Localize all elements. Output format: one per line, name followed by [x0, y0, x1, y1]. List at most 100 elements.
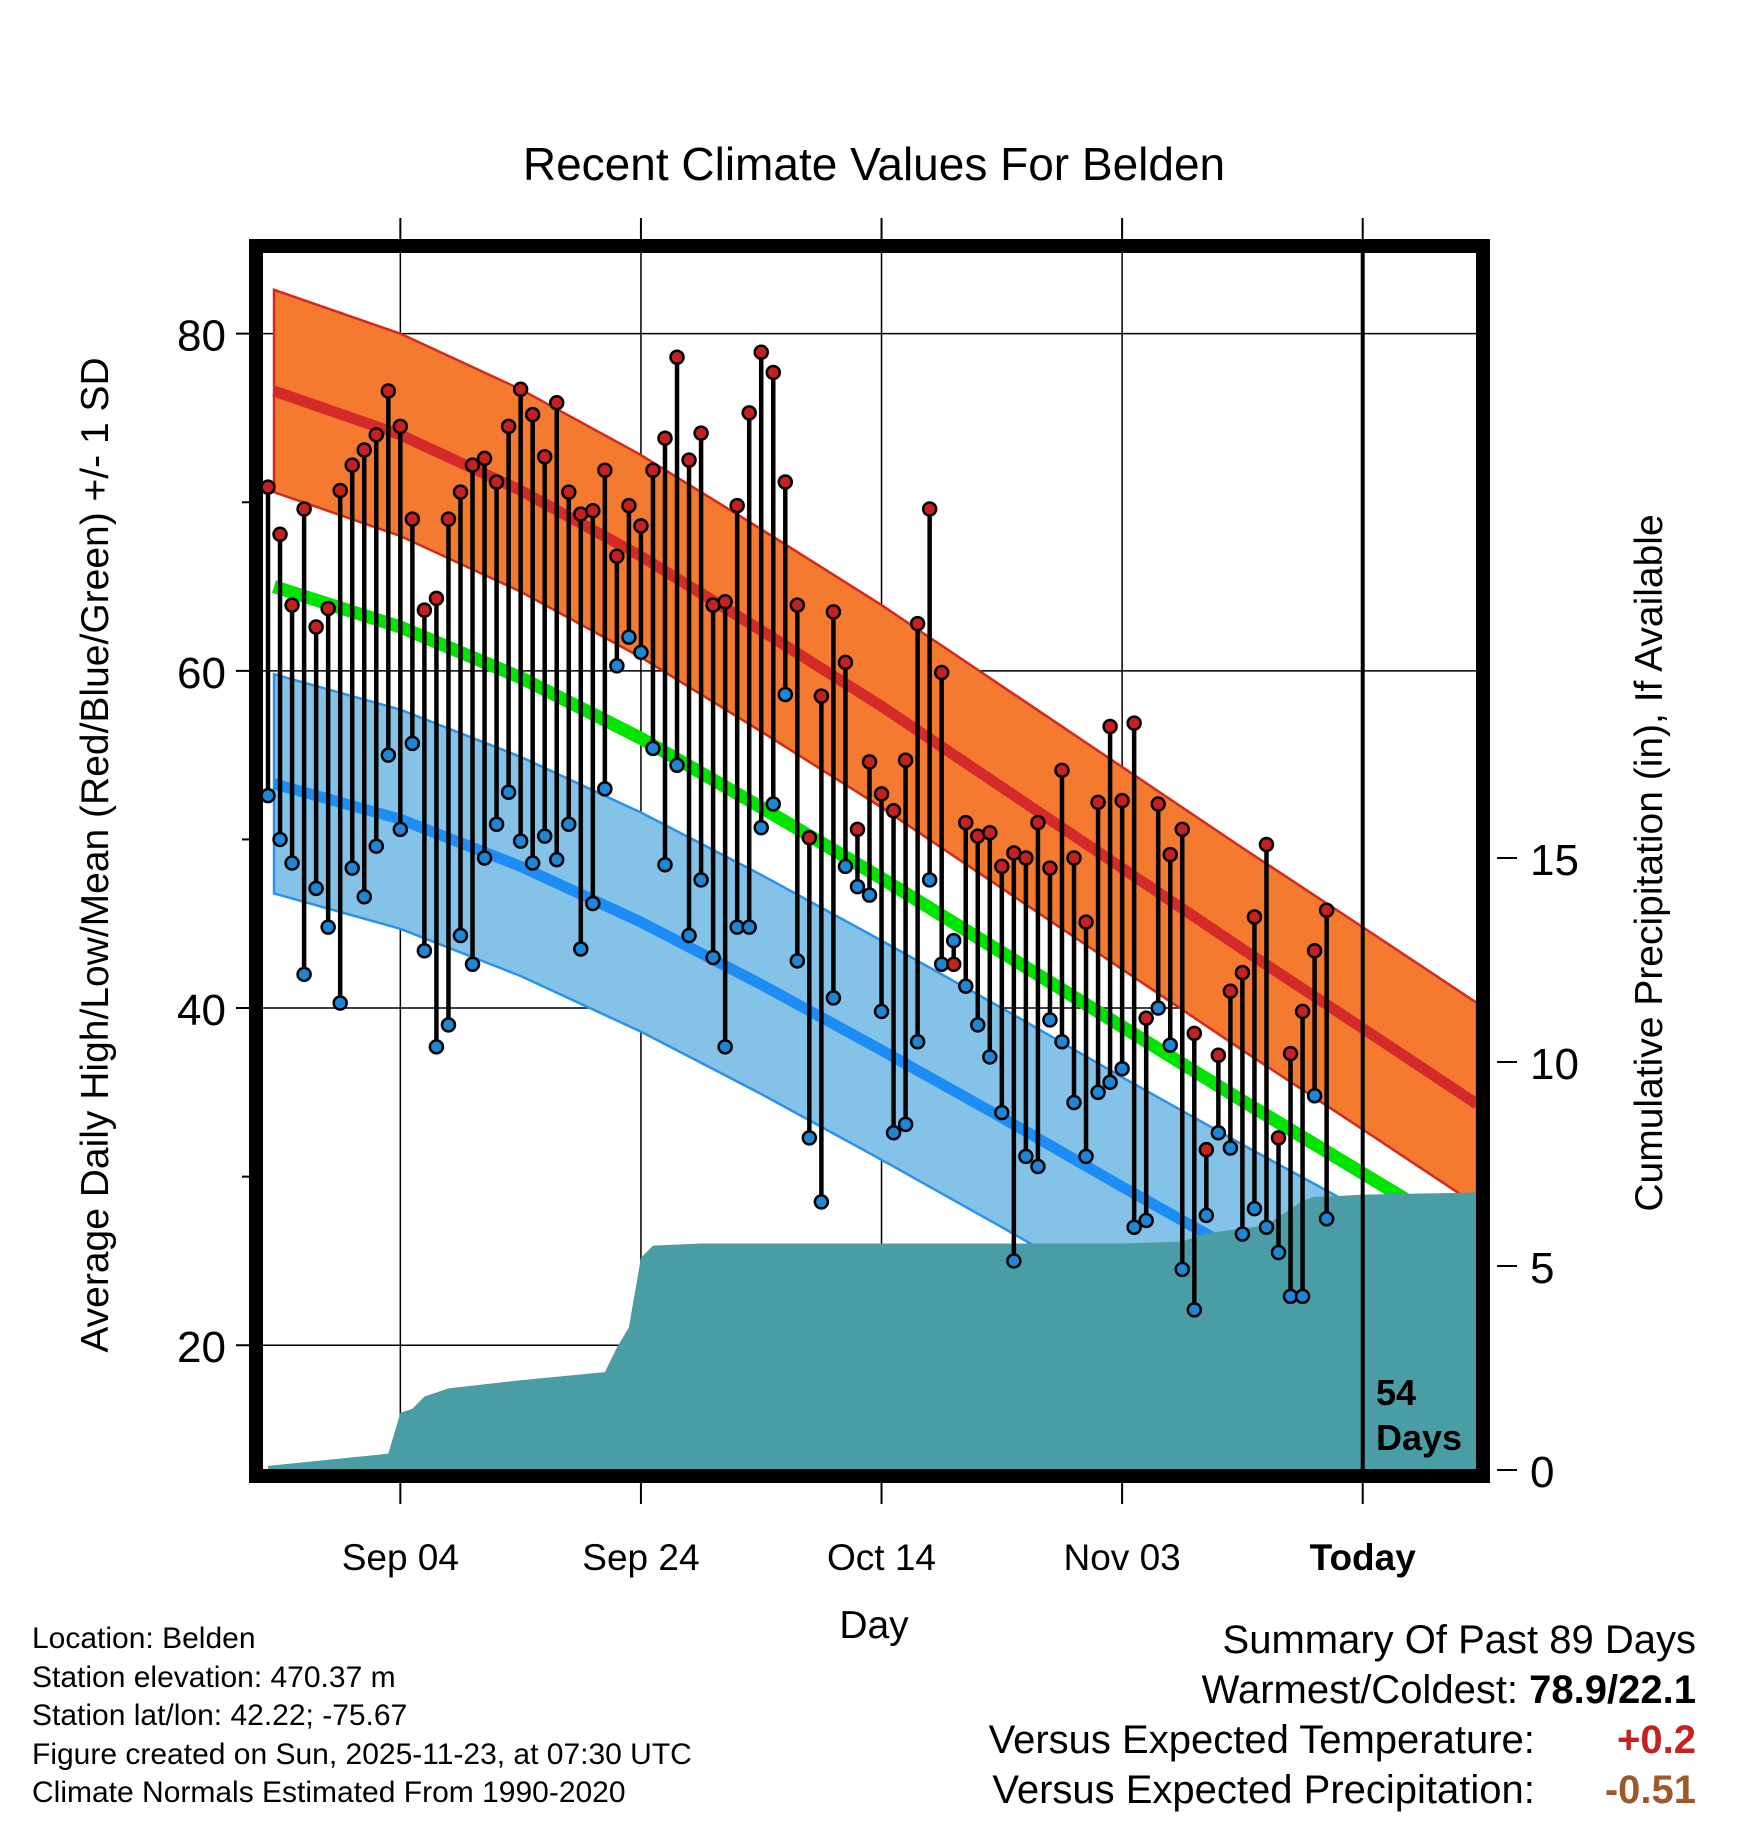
- warmest-coldest-row: Warmest/Coldest: 78.9/22.1: [989, 1665, 1696, 1715]
- daily-high-point: [1222, 983, 1239, 999]
- x-axis-label: Day: [839, 1604, 909, 1647]
- daily-low-point: [1318, 1211, 1335, 1227]
- daily-low-point: [284, 855, 300, 871]
- daily-low-point: [344, 860, 360, 876]
- daily-low-point: [1150, 1000, 1166, 1016]
- tick-labels: 80 60 40 20 Sep 04 Sep 24 Oct 14 Nov 03 Today 0 5 1…: [177, 312, 1579, 1578]
- daily-low-point: [380, 747, 397, 763]
- daily-high-point: [476, 450, 493, 467]
- daily-high-point: [344, 457, 360, 473]
- daily-low-point: [1234, 1226, 1251, 1242]
- daily-high-point: [392, 418, 409, 435]
- daily-low-point: [320, 919, 336, 935]
- daily-low-point: [801, 1130, 818, 1146]
- daily-high-point: [982, 824, 998, 841]
- daily-low-point: [500, 784, 517, 800]
- daily-low-point: [452, 927, 469, 944]
- daily-low-point: [512, 833, 529, 849]
- daily-high-point: [1186, 1025, 1203, 1042]
- daily-high-point: [272, 526, 288, 543]
- latlon-text: Station lat/lon: 42.22; -75.67: [32, 1699, 408, 1732]
- daily-low-point: [873, 1003, 890, 1020]
- y-tick-label: 60: [177, 649, 226, 698]
- chart-title: Recent Climate Values For Belden: [523, 138, 1225, 190]
- daily-high-point: [1282, 1045, 1299, 1062]
- daily-high-point: [1042, 860, 1058, 876]
- daily-high-point: [813, 688, 830, 704]
- daily-high-point: [633, 518, 649, 534]
- daily-low-point: [597, 781, 613, 797]
- daily-low-point: [1162, 1037, 1178, 1053]
- daily-low-point: [681, 927, 697, 944]
- daily-high-point: [428, 590, 445, 607]
- elevation-text: Station elevation: 470.37 m: [32, 1660, 396, 1694]
- daily-high-point: [356, 442, 373, 458]
- precipitation-departure-row: Versus Expected Precipitation: -0.51: [989, 1765, 1696, 1815]
- daily-low-point: [1042, 1012, 1058, 1028]
- x-tick-label: Nov 03: [1064, 1537, 1181, 1578]
- summary-heading: Summary Of Past 89 Days: [1222, 1618, 1696, 1662]
- created-text: Figure created on Sun, 2025-11-23, at 07…: [32, 1737, 692, 1771]
- temperature-departure-row: Versus Expected Temperature: +0.2: [989, 1715, 1696, 1765]
- y2-tick-label: 0: [1530, 1448, 1554, 1497]
- daily-low-point: [308, 880, 324, 897]
- daily-low-point: [1186, 1302, 1203, 1318]
- x-tick-label: Today: [1310, 1537, 1417, 1578]
- daily-high-point: [1138, 1010, 1154, 1026]
- daily-low-point: [368, 838, 385, 854]
- daily-low-point: [464, 956, 481, 972]
- daily-low-point: [440, 1017, 457, 1033]
- plot-area: [262, 246, 1477, 1470]
- daily-low-point: [296, 966, 312, 983]
- daily-high-point: [561, 484, 577, 500]
- daily-high-point: [320, 600, 336, 617]
- daily-high-point: [1210, 1047, 1227, 1064]
- daily-low-point: [1138, 1212, 1154, 1229]
- daily-low-point: [645, 740, 661, 757]
- daily-high-point: [380, 383, 397, 399]
- daily-high-point: [1306, 942, 1323, 959]
- y-tick-label: 40: [177, 986, 226, 1035]
- x-tick-label: Sep 24: [582, 1537, 699, 1578]
- daily-low-point: [332, 995, 348, 1011]
- normal-high-line: [272, 385, 1477, 1109]
- daily-low-point: [1270, 1244, 1287, 1261]
- daily-high-point: [536, 448, 553, 465]
- daily-high-point: [1174, 821, 1191, 838]
- daily-high-point: [885, 803, 902, 819]
- daily-low-point: [1126, 1219, 1142, 1235]
- daily-high-point: [897, 752, 914, 768]
- daily-low-point: [1306, 1087, 1323, 1104]
- daily-high-point: [849, 821, 866, 838]
- y2-tick-label: 10: [1530, 1040, 1579, 1089]
- daily-low-point: [777, 686, 794, 703]
- daily-low-point: [657, 856, 673, 873]
- daily-low-point: [476, 850, 493, 866]
- daily-low-point: [849, 878, 866, 895]
- warmest-coldest-value: 78.9/22.1: [1529, 1668, 1696, 1712]
- daily-low-point: [1018, 1148, 1034, 1165]
- daily-high-point: [753, 344, 769, 360]
- daily-low-point: [897, 1116, 914, 1133]
- y2-tick-label: 5: [1530, 1244, 1554, 1293]
- warmest-coldest-label: Warmest/Coldest:: [1201, 1668, 1519, 1712]
- daily-low-point: [825, 990, 842, 1006]
- daily-high-point: [861, 754, 878, 770]
- daily-high-point: [1030, 814, 1046, 831]
- daily-low-point: [548, 851, 565, 868]
- daily-high-point: [262, 479, 276, 495]
- summary-panel: Summary Of Past 89 Days Warmest/Coldest:…: [989, 1615, 1696, 1815]
- daily-high-point: [621, 497, 637, 514]
- daily-high-point: [945, 956, 962, 972]
- daily-high-point: [332, 482, 348, 499]
- x-tick-label: Oct 14: [827, 1537, 936, 1578]
- daily-high-point: [681, 452, 697, 468]
- daily-low-point: [1210, 1125, 1227, 1141]
- daily-high-point: [825, 604, 842, 620]
- precipitation-departure-value: -0.51: [1604, 1768, 1696, 1812]
- daily-low-point: [994, 1104, 1010, 1121]
- daily-low-point: [669, 757, 685, 774]
- daily-low-point: [262, 787, 276, 804]
- daily-low-point: [765, 796, 782, 812]
